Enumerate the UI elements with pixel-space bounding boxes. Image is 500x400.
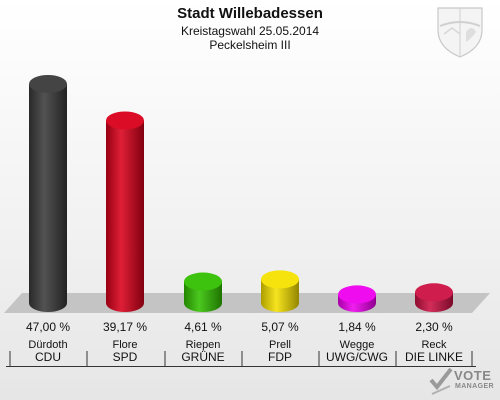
party-label: GRÜNE xyxy=(181,350,224,364)
election-date-subtitle: Kreistagswahl 25.05.2014 xyxy=(180,24,320,38)
chart-title: Stadt Willebadessen xyxy=(177,5,323,22)
value-label: 2,30 % xyxy=(415,320,453,334)
logo-text-vote: VOTE xyxy=(454,368,492,383)
value-label: 5,07 % xyxy=(261,320,299,334)
party-label: DIE LINKE xyxy=(405,350,463,364)
value-label: 4,61 % xyxy=(184,320,222,334)
bar-gr-ne xyxy=(184,272,222,312)
bar-die-linke xyxy=(415,283,453,312)
candidate-label: Prell xyxy=(269,339,291,351)
baseline-divider xyxy=(6,366,476,367)
bar-fdp xyxy=(261,270,299,312)
candidate-label: Reck xyxy=(421,339,447,351)
party-label: CDU xyxy=(35,350,61,364)
value-label: 39,17 % xyxy=(103,320,147,334)
party-label: SPD xyxy=(113,350,138,364)
bar-uwg-cwg xyxy=(338,285,376,312)
party-label: UWG/CWG xyxy=(326,350,388,364)
vote-manager-logo-icon xyxy=(429,367,453,395)
district-subtitle: Peckelsheim III xyxy=(209,38,291,52)
party-label: FDP xyxy=(268,350,292,364)
candidate-label: Riepen xyxy=(186,339,221,351)
bar-spd xyxy=(106,111,144,312)
value-label: 1,84 % xyxy=(338,320,376,334)
bar-cdu xyxy=(29,74,67,312)
candidate-label: Wegge xyxy=(340,339,375,351)
logo-text-manager: MANAGER xyxy=(455,383,494,390)
candidate-label: Flore xyxy=(112,339,137,351)
candidate-label: Dürdoth xyxy=(28,339,67,351)
coat-of-arms-icon xyxy=(437,7,483,58)
value-label: 47,00 % xyxy=(26,320,70,334)
